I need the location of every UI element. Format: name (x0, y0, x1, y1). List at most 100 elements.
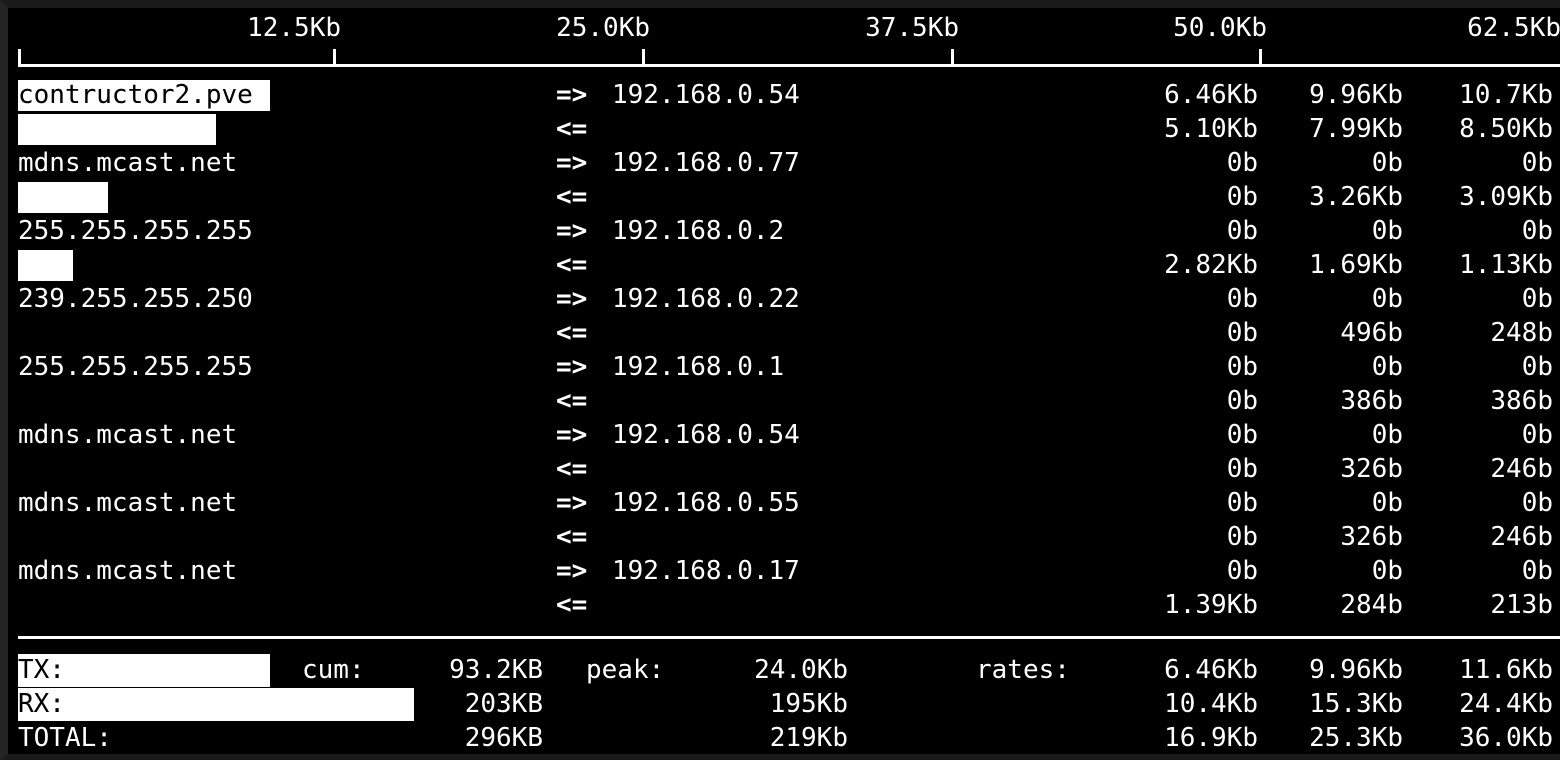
rx-usage-bar (18, 182, 108, 213)
scale-axis-line (18, 64, 1560, 67)
tx-direction-arrow: => (556, 488, 588, 518)
connection-pair: contructor2.pve => 192.168.0.54 6.46Kb 9.96K… (8, 78, 1560, 146)
summary-rate-10s: 15.3Kb (1309, 689, 1403, 719)
destination-host: 192.168.0.54 (612, 420, 800, 450)
connection-row-tx[interactable]: mdns.mcast.net => 192.168.0.17 0b 0b 0b (8, 554, 1560, 588)
source-host: mdns.mcast.net (18, 420, 238, 450)
rx-rate-10s: 1.69Kb (1309, 250, 1403, 280)
scale-label-3: 50.0Kb (1173, 13, 1267, 43)
summary-panel: TX: cum: peak: rates: 93.2KB 24.0Kb 6.46Kb 9.96… (8, 653, 1560, 758)
source-host: mdns.mcast.net (18, 556, 238, 586)
summary-row: RX: 203KB 195Kb 10.4Kb 15.3Kb 24.4Kb (8, 687, 1560, 721)
destination-host: 192.168.0.77 (612, 148, 800, 178)
destination-host: 192.168.0.17 (612, 556, 800, 586)
rx-rate-40s: 248b (1490, 318, 1553, 348)
rx-direction-arrow: <= (556, 318, 588, 348)
connection-row-tx[interactable]: mdns.mcast.net => 192.168.0.54 0b 0b 0b (8, 418, 1560, 452)
connection-row-tx[interactable]: 255.255.255.255 => 192.168.0.2 0b 0b 0b (8, 214, 1560, 248)
rx-rate-10s: 326b (1340, 454, 1403, 484)
connection-row-tx[interactable]: mdns.mcast.net => 192.168.0.77 0b 0b 0b (8, 146, 1560, 180)
summary-row: TOTAL: 296KB 219Kb 16.9Kb 25.3Kb 36.0Kb (8, 721, 1560, 755)
tx-direction-arrow: => (556, 216, 588, 246)
summary-separator (18, 636, 1560, 639)
rx-rate-2s: 0b (1226, 522, 1258, 552)
connection-pair: 255.255.255.255 => 192.168.0.2 0b 0b 0b <= 2.82… (8, 214, 1560, 282)
rx-rate-2s: 0b (1226, 318, 1258, 348)
tx-rate-10s: 0b (1371, 488, 1403, 518)
summary-cum-value: 296KB (464, 723, 543, 753)
rx-direction-arrow: <= (556, 454, 588, 484)
scale-tick-1 (642, 49, 645, 67)
connection-pair: mdns.mcast.net => 192.168.0.55 0b 0b 0b <= 0b 32… (8, 486, 1560, 554)
rx-rate-10s: 3.26Kb (1309, 182, 1403, 212)
rx-rate-2s: 0b (1226, 454, 1258, 484)
bandwidth-scale-labels: 12.5Kb 25.0Kb 37.5Kb 50.0Kb 62.5Kb (8, 12, 1560, 46)
tx-direction-arrow: => (556, 420, 588, 450)
tx-rate-40s: 0b (1521, 148, 1553, 178)
rx-usage-bar (18, 114, 216, 145)
rx-usage-bar (18, 250, 73, 281)
tx-rate-10s: 0b (1371, 148, 1403, 178)
connection-row-rx[interactable]: <= 1.39Kb 284b 213b (8, 588, 1560, 622)
rx-rate-40s: 3.09Kb (1459, 182, 1553, 212)
rx-rate-2s: 5.10Kb (1164, 114, 1258, 144)
summary-rate-2s: 10.4Kb (1164, 689, 1258, 719)
destination-host: 192.168.0.54 (612, 80, 800, 110)
tx-direction-arrow: => (556, 284, 588, 314)
tx-rate-2s: 0b (1226, 284, 1258, 314)
connection-row-rx[interactable]: <= 0b 386b 386b (8, 384, 1560, 418)
summary-rate-40s: 24.4Kb (1459, 689, 1553, 719)
summary-usage-bar (18, 654, 270, 687)
connection-row-rx[interactable]: <= 5.10Kb 7.99Kb 8.50Kb (8, 112, 1560, 146)
connection-row-rx[interactable]: <= 0b 3.26Kb 3.09Kb (8, 180, 1560, 214)
summary-peak-value: 195Kb (769, 689, 848, 719)
scale-tick-2 (951, 49, 954, 67)
scale-tick-0 (333, 49, 336, 67)
connection-list: contructor2.pve => 192.168.0.54 6.46Kb 9.96K… (8, 78, 1560, 636)
tx-rate-40s: 0b (1521, 352, 1553, 382)
tx-rate-2s: 0b (1226, 420, 1258, 450)
summary-cum-value: 93.2KB (449, 655, 543, 685)
connection-row-tx[interactable]: contructor2.pve => 192.168.0.54 6.46Kb 9.96K… (8, 78, 1560, 112)
connection-row-tx[interactable]: 255.255.255.255 => 192.168.0.1 0b 0b 0b (8, 350, 1560, 384)
tx-rate-2s: 0b (1226, 488, 1258, 518)
summary-peak-value: 219Kb (769, 723, 848, 753)
connection-row-rx[interactable]: <= 0b 496b 248b (8, 316, 1560, 350)
summary-row-label: TOTAL: (18, 723, 112, 753)
tx-rate-40s: 0b (1521, 488, 1553, 518)
scale-label-0: 12.5Kb (247, 13, 341, 43)
tx-rate-2s: 0b (1226, 148, 1258, 178)
source-host: contructor2.pve (18, 80, 253, 110)
connection-row-rx[interactable]: <= 2.82Kb 1.69Kb 1.13Kb (8, 248, 1560, 282)
tx-rate-40s: 0b (1521, 216, 1553, 246)
connection-row-rx[interactable]: <= 0b 326b 246b (8, 520, 1560, 554)
rx-rate-10s: 326b (1340, 522, 1403, 552)
summary-rate-2s: 6.46Kb (1164, 655, 1258, 685)
tx-rate-10s: 0b (1371, 556, 1403, 586)
source-host: mdns.mcast.net (18, 148, 238, 178)
rates-label: rates: (976, 655, 1070, 685)
peak-label: peak: (586, 655, 665, 685)
destination-host: 192.168.0.55 (612, 488, 800, 518)
tx-direction-arrow: => (556, 148, 588, 178)
summary-rate-40s: 11.6Kb (1459, 655, 1553, 685)
connection-row-tx[interactable]: mdns.mcast.net => 192.168.0.55 0b 0b 0b (8, 486, 1560, 520)
cum-label: cum: (302, 655, 365, 685)
destination-host: 192.168.0.22 (612, 284, 800, 314)
destination-host: 192.168.0.2 (612, 216, 785, 246)
tx-rate-10s: 0b (1371, 420, 1403, 450)
rx-direction-arrow: <= (556, 590, 588, 620)
connection-row-rx[interactable]: <= 0b 326b 246b (8, 452, 1560, 486)
scale-tick-origin (18, 49, 21, 67)
rx-rate-2s: 2.82Kb (1164, 250, 1258, 280)
connection-row-tx[interactable]: 239.255.255.250 => 192.168.0.22 0b 0b 0b (8, 282, 1560, 316)
rx-rate-10s: 386b (1340, 386, 1403, 416)
rx-direction-arrow: <= (556, 250, 588, 280)
tx-rate-40s: 0b (1521, 284, 1553, 314)
scale-label-1: 25.0Kb (556, 13, 650, 43)
rx-rate-10s: 496b (1340, 318, 1403, 348)
rx-rate-10s: 7.99Kb (1309, 114, 1403, 144)
connection-pair: 239.255.255.250 => 192.168.0.22 0b 0b 0b <= 0b 4… (8, 282, 1560, 350)
destination-host: 192.168.0.1 (612, 352, 785, 382)
